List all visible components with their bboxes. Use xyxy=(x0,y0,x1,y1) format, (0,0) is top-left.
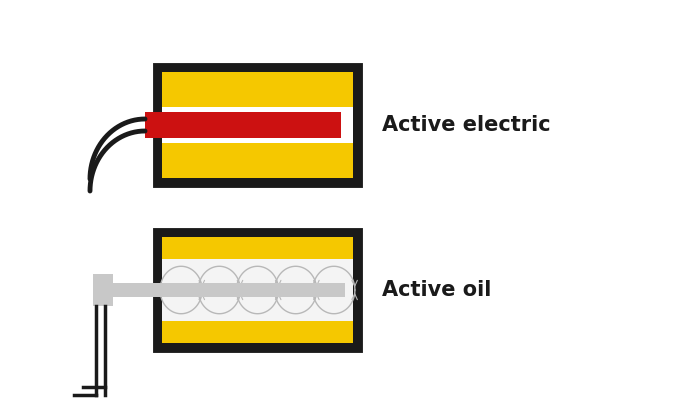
Bar xyxy=(162,259,353,321)
Text: Active oil: Active oil xyxy=(382,280,492,300)
Bar xyxy=(162,107,353,143)
Bar xyxy=(93,275,113,306)
Bar xyxy=(162,237,353,343)
Bar xyxy=(113,283,345,297)
Text: Active electric: Active electric xyxy=(382,115,551,135)
Bar xyxy=(145,112,341,138)
Bar xyxy=(155,65,360,185)
Bar xyxy=(155,230,360,350)
Bar xyxy=(162,72,353,178)
